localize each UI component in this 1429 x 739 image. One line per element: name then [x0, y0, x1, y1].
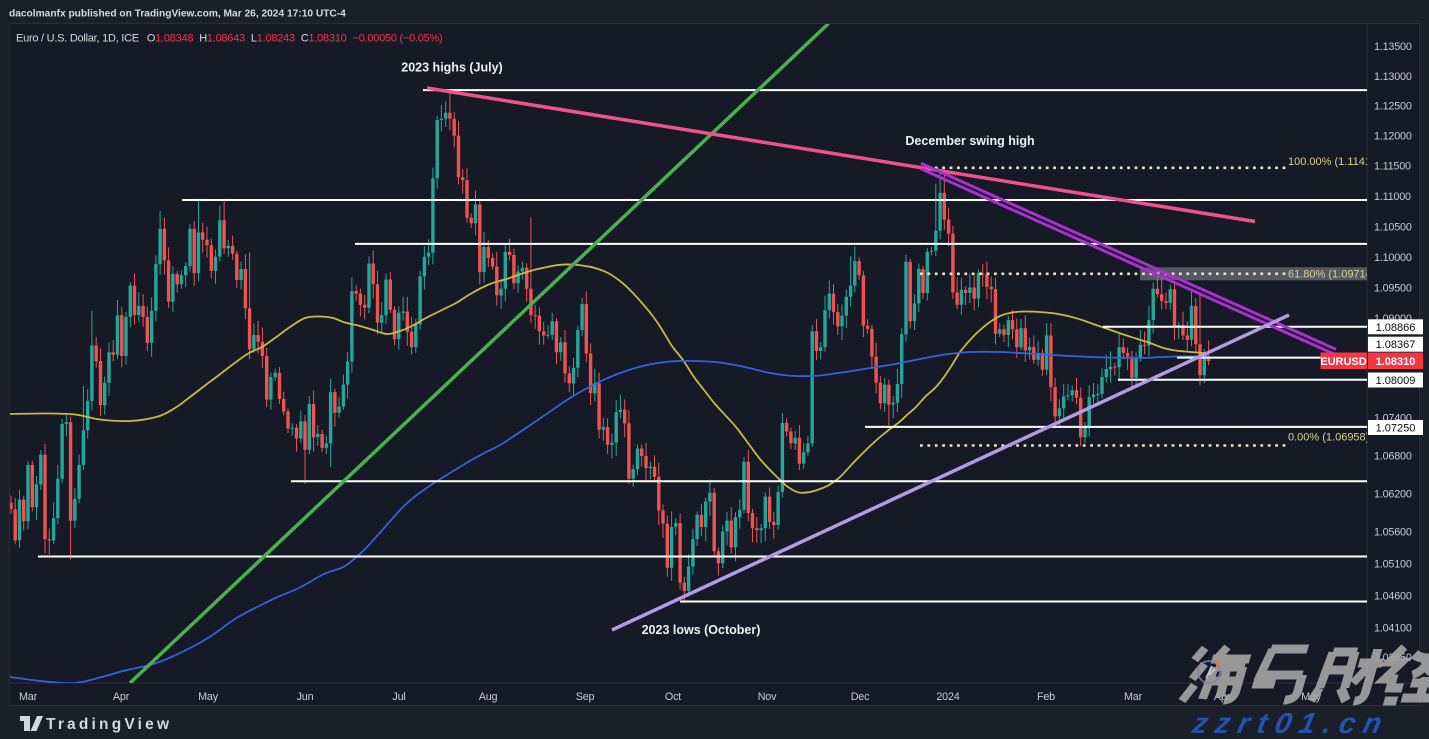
svg-text:Feb: Feb	[1037, 691, 1055, 703]
svg-text:1.07250: 1.07250	[1376, 423, 1416, 435]
svg-text:1.05600: 1.05600	[1374, 526, 1412, 538]
svg-text:EURUSD: EURUSD	[1320, 356, 1367, 368]
svg-text:1.08310: 1.08310	[1376, 356, 1416, 368]
svg-text:2024: 2024	[936, 691, 959, 703]
svg-text:Mar: Mar	[1124, 691, 1143, 703]
svg-text:1.08367: 1.08367	[1376, 339, 1416, 351]
svg-text:zzrt01.cn: zzrt01.cn	[1189, 707, 1394, 739]
svg-text:Sep: Sep	[576, 691, 595, 703]
svg-text:1.04100: 1.04100	[1374, 623, 1412, 635]
svg-text:December swing high: December swing high	[905, 134, 1034, 148]
svg-text:Mar: Mar	[19, 691, 38, 703]
svg-text:Jul: Jul	[392, 691, 405, 703]
svg-text:dacolmanfx published on Tradin: dacolmanfx published on TradingView.com,…	[9, 9, 346, 20]
svg-text:1.13000: 1.13000	[1374, 71, 1412, 83]
svg-text:Apr: Apr	[113, 691, 130, 703]
svg-text:1.06800: 1.06800	[1374, 450, 1412, 462]
svg-text:1.10500: 1.10500	[1374, 221, 1412, 233]
svg-text:0.00% (1.06958): 0.00% (1.06958)	[1288, 432, 1369, 444]
svg-text:Nov: Nov	[758, 691, 777, 703]
svg-text:TradingView: TradingView	[46, 716, 172, 733]
svg-text:1.05100: 1.05100	[1374, 558, 1412, 570]
svg-text:1.08009: 1.08009	[1376, 375, 1416, 387]
svg-text:1.11500: 1.11500	[1374, 161, 1411, 173]
svg-text:2023 lows (October): 2023 lows (October)	[642, 623, 761, 637]
svg-text:2023 highs (July): 2023 highs (July)	[401, 61, 502, 75]
svg-text:Oct: Oct	[665, 691, 681, 703]
svg-text:1.09500: 1.09500	[1374, 283, 1412, 295]
svg-text:1.04600: 1.04600	[1374, 590, 1412, 602]
svg-text:Dec: Dec	[851, 691, 870, 703]
svg-text:1.08866: 1.08866	[1376, 322, 1416, 334]
svg-text:1.12000: 1.12000	[1374, 131, 1412, 143]
svg-text:1.06200: 1.06200	[1374, 488, 1412, 500]
svg-text:1.10000: 1.10000	[1374, 252, 1412, 264]
svg-text:1.12500: 1.12500	[1374, 101, 1412, 113]
svg-text:Aug: Aug	[479, 691, 498, 703]
svg-text:Jun: Jun	[297, 691, 314, 703]
svg-text:May: May	[198, 691, 219, 703]
svg-text:1.11000: 1.11000	[1374, 191, 1411, 203]
svg-text:1.13500: 1.13500	[1374, 41, 1412, 53]
svg-text:61.80% (1.09714: 61.80% (1.09714	[1288, 269, 1372, 281]
svg-text:100.00% (1.1141: 100.00% (1.1141	[1288, 156, 1371, 168]
